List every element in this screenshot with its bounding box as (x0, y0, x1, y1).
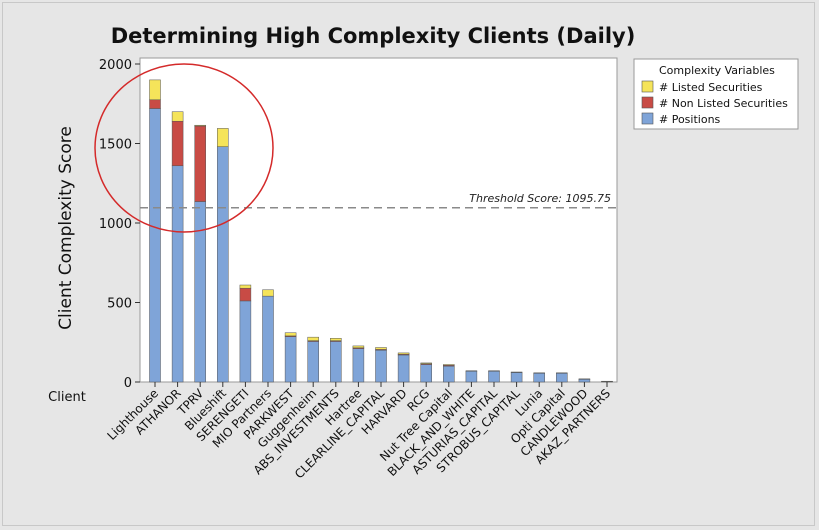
bar-segment (397, 354, 410, 383)
bar-segment (284, 332, 297, 337)
bar-segment (556, 372, 568, 374)
legend-swatch (641, 112, 654, 125)
bar-segment (149, 108, 161, 383)
bar-segment (194, 124, 206, 127)
bar-segment (533, 373, 545, 383)
bar-segment (307, 341, 319, 383)
bar-segment (171, 111, 184, 122)
legend-label: # Non Listed Securities (659, 97, 788, 110)
plot-area (139, 57, 618, 383)
bar-segment (307, 336, 319, 341)
bar-segment (284, 336, 297, 383)
bar-segment (375, 349, 387, 383)
bar-segment (239, 284, 252, 289)
bars (149, 79, 613, 383)
bar-segment (420, 364, 432, 383)
x-axis-labels: LighthouseATHANORTPRVBlueshiftSERENGETIM… (104, 382, 613, 481)
bar-segment (262, 289, 274, 297)
bar-segment (352, 345, 365, 349)
legend-label: # Positions (659, 113, 721, 126)
bar-segment (149, 79, 161, 101)
y-axis: 0 500 1000 1500 2000 (99, 58, 140, 391)
bar-segment (578, 378, 591, 380)
legend-label: # Listed Securities (659, 81, 763, 94)
chart-title: Determining High Complexity Clients (Dai… (111, 24, 636, 48)
bar-segment (239, 287, 252, 302)
y-tick-label: 1000 (99, 217, 132, 232)
bar-segment (533, 372, 545, 374)
bar-segment (352, 348, 365, 383)
bar-segment (194, 201, 206, 383)
legend-box (633, 58, 799, 130)
y-tick-label: 1500 (99, 138, 132, 153)
bar-segment (149, 99, 161, 109)
bar-segment (465, 370, 478, 383)
legend-swatch (641, 96, 654, 109)
bar-segment (330, 341, 342, 383)
bar-segment (510, 371, 523, 373)
bar-segment (217, 128, 229, 147)
bar-segment (465, 370, 478, 372)
bar-segment (375, 347, 387, 350)
bar-segment (488, 370, 500, 372)
legend-swatch (641, 80, 654, 93)
bar-segment (397, 352, 410, 355)
y-tick-label: 0 (124, 376, 132, 391)
highlight-circle (94, 63, 274, 233)
x-axis-title: Client (48, 390, 86, 405)
y-axis-title: Client Complexity Score (56, 126, 76, 330)
bar-segment (239, 300, 252, 383)
bar-segment (510, 372, 523, 383)
bar-segment (443, 364, 455, 366)
bar-segment (488, 370, 500, 383)
bar-segment (171, 165, 184, 383)
bar-segment (330, 338, 342, 341)
bar-segment (443, 365, 455, 383)
bar-segment (556, 373, 568, 383)
bar-segment (262, 295, 274, 383)
bar-segment (420, 362, 432, 364)
legend-title: Complexity Variables (659, 64, 775, 77)
bar-segment (194, 125, 206, 202)
chart: Determining High Complexity Clients (Dai… (48, 24, 799, 481)
threshold-label: Threshold Score: 1095.75 (469, 192, 611, 205)
bar-segment (217, 146, 229, 383)
bar-segment (601, 380, 613, 382)
bar-segment (171, 120, 184, 167)
legend: Complexity Variables # Listed Securities… (633, 58, 799, 130)
y-tick-label: 500 (107, 297, 132, 312)
y-tick-label: 2000 (99, 58, 132, 73)
